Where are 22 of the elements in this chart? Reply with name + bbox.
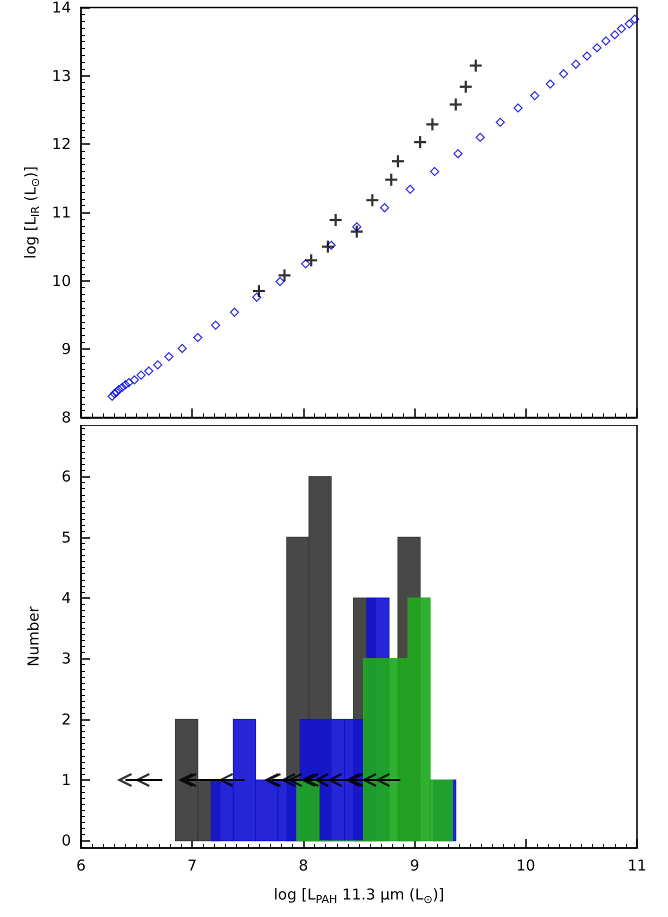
y-tick-label: 3 [61, 650, 71, 668]
x-tick-label: 8 [298, 856, 308, 874]
x-tick-label: 6 [76, 856, 86, 874]
x-tick-label: 7 [187, 856, 197, 874]
y-tick-label: 0 [61, 832, 71, 850]
y-tick-label: 5 [61, 528, 71, 546]
y-axis-title: log [LIR (L⊙)] [22, 166, 42, 259]
y-tick-label: 4 [61, 588, 71, 607]
x-tick-label: 11 [627, 856, 647, 874]
y-axis-title: Number [24, 606, 42, 667]
y-tick-label: 13 [52, 66, 71, 85]
y-tick-label: 1 [61, 771, 71, 790]
x-tick-label: 10 [516, 856, 536, 874]
y-tick-label: 11 [52, 204, 71, 222]
y-tick-label: 9 [61, 340, 71, 358]
y-tick-label: 6 [61, 468, 71, 486]
y-tick-label: 12 [52, 135, 71, 154]
y-tick-label: 2 [61, 710, 71, 728]
y-tick-label: 14 [52, 0, 71, 16]
x-tick-label: 9 [410, 856, 420, 874]
y-tick-label: 10 [52, 272, 71, 290]
y-tick-label: 8 [61, 408, 71, 426]
